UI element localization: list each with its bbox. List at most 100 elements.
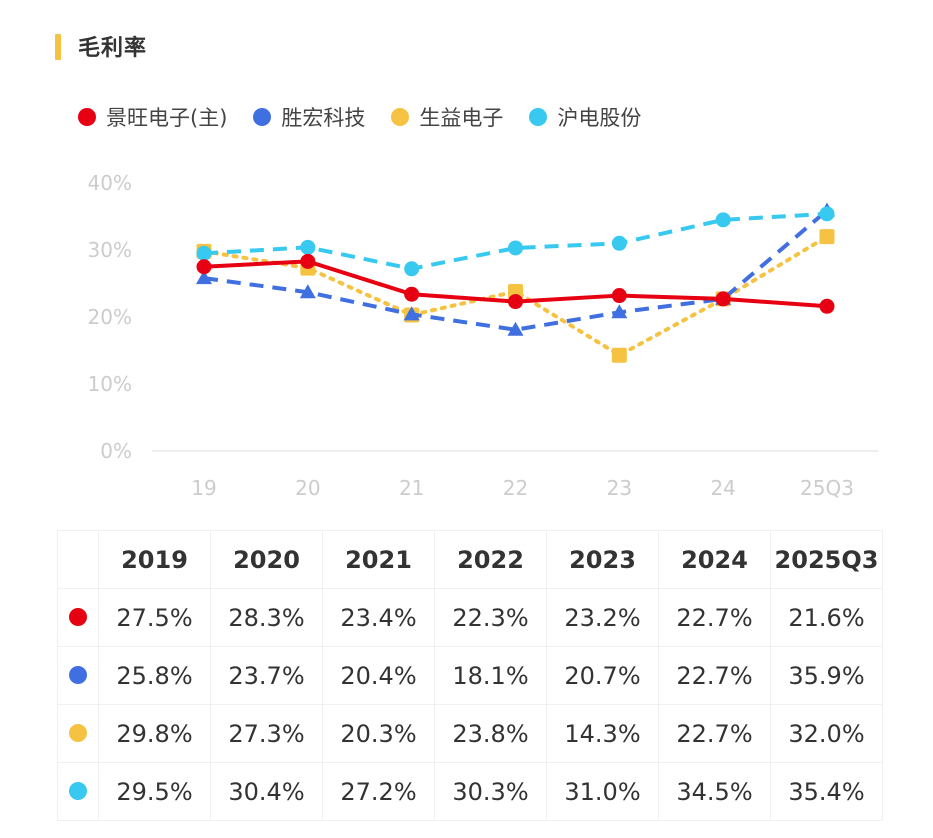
data-point: [300, 254, 315, 269]
table-cell: 31.0%: [547, 763, 659, 821]
data-point: [508, 240, 523, 255]
legend-item-hudian[interactable]: 沪电股份: [529, 102, 641, 132]
table-cell: 20.4%: [323, 647, 435, 705]
legend-item-shenghong[interactable]: 胜宏科技: [253, 102, 365, 132]
legend-label: 沪电股份: [557, 102, 641, 132]
data-point: [716, 212, 731, 227]
legend-label: 生益电子: [419, 102, 503, 132]
y-axis-ticks: 0% 10% 20% 30% 40%: [88, 171, 132, 463]
table-row: 27.5%28.3%23.4%22.3%23.2%22.7%21.6%: [58, 589, 883, 647]
table-row: 29.5%30.4%27.2%30.3%31.0%34.5%35.4%: [58, 763, 883, 821]
table-cell: 22.7%: [659, 647, 771, 705]
series-dot-icon: [69, 666, 87, 684]
data-point: [612, 288, 627, 303]
table-cell: 27.2%: [323, 763, 435, 821]
series-dot-icon: [69, 724, 87, 742]
data-point: [820, 299, 835, 314]
data-point: [404, 287, 419, 302]
table-header-cell: 2022: [435, 531, 547, 589]
table-cell: 30.3%: [435, 763, 547, 821]
table-header-cell: 2023: [547, 531, 659, 589]
table-cell: 34.5%: [659, 763, 771, 821]
series-line: [204, 210, 827, 329]
table-cell: 32.0%: [771, 705, 883, 763]
x-tick-label: 21: [399, 476, 424, 500]
table-cell: 23.2%: [547, 589, 659, 647]
row-marker-cell: [58, 763, 99, 821]
table-cell: 22.7%: [659, 589, 771, 647]
y-tick-label: 20%: [88, 305, 132, 329]
table-cell: 25.8%: [99, 647, 211, 705]
x-axis-ticks: 19 20 21 22 23 24 25Q3: [191, 476, 854, 500]
series-1: [197, 254, 835, 314]
row-marker-cell: [58, 647, 99, 705]
x-tick-label: 25Q3: [800, 476, 854, 500]
row-marker-cell: [58, 589, 99, 647]
data-point: [300, 240, 315, 255]
x-tick-label: 24: [710, 476, 735, 500]
data-point: [612, 236, 627, 251]
table-cell: 29.8%: [99, 705, 211, 763]
x-tick-label: 19: [191, 476, 216, 500]
y-tick-label: 10%: [88, 372, 132, 396]
table-header-cell: 2021: [323, 531, 435, 589]
table-cell: 20.3%: [323, 705, 435, 763]
table-cell: 22.3%: [435, 589, 547, 647]
table-corner-cell: [58, 531, 99, 589]
x-tick-label: 23: [607, 476, 632, 500]
table-cell: 29.5%: [99, 763, 211, 821]
title-accent-bar: [55, 34, 61, 60]
legend-item-jingwang[interactable]: 景旺电子(主): [78, 102, 227, 132]
data-point: [197, 259, 212, 274]
table-row: 25.8%23.7%20.4%18.1%20.7%22.7%35.9%: [58, 647, 883, 705]
table-header-cell: 2019: [99, 531, 211, 589]
series-dot-icon: [69, 782, 87, 800]
table-cell: 23.7%: [211, 647, 323, 705]
series-dot-icon: [69, 608, 87, 626]
series-group: [196, 202, 835, 362]
y-tick-label: 30%: [88, 238, 132, 262]
table-cell: 27.5%: [99, 589, 211, 647]
data-point: [716, 291, 731, 306]
data-point: [197, 246, 212, 261]
table-cell: 21.6%: [771, 589, 883, 647]
table-header-cell: 2024: [659, 531, 771, 589]
chart-legend: 景旺电子(主) 胜宏科技 生益电子 沪电股份: [78, 102, 667, 132]
x-tick-label: 20: [295, 476, 320, 500]
table-cell: 27.3%: [211, 705, 323, 763]
y-tick-label: 40%: [88, 171, 132, 195]
table-cell: 35.9%: [771, 647, 883, 705]
table-cell: 35.4%: [771, 763, 883, 821]
table-cell: 23.4%: [323, 589, 435, 647]
data-table: 2019 2020 2021 2022 2023 2024 2025Q3 27.…: [57, 530, 883, 821]
legend-marker-icon: [529, 108, 547, 126]
data-point: [508, 294, 523, 309]
table-cell: 22.7%: [659, 705, 771, 763]
data-point: [820, 206, 835, 221]
table-header-cell: 2025Q3: [771, 531, 883, 589]
legend-label: 景旺电子(主): [106, 102, 227, 132]
table-cell: 28.3%: [211, 589, 323, 647]
table-cell: 18.1%: [435, 647, 547, 705]
table-header-row: 2019 2020 2021 2022 2023 2024 2025Q3: [58, 531, 883, 589]
y-tick-label: 0%: [100, 439, 132, 463]
series-2: [196, 202, 835, 335]
table-row: 29.8%27.3%20.3%23.8%14.3%22.7%32.0%: [58, 705, 883, 763]
x-tick-label: 22: [503, 476, 528, 500]
table-cell: 20.7%: [547, 647, 659, 705]
legend-marker-icon: [391, 108, 409, 126]
legend-marker-icon: [78, 108, 96, 126]
table-cell: 14.3%: [547, 705, 659, 763]
legend-item-shengyi[interactable]: 生益电子: [391, 102, 503, 132]
data-point: [612, 348, 627, 363]
table-cell: 23.8%: [435, 705, 547, 763]
legend-marker-icon: [253, 108, 271, 126]
data-point: [820, 229, 835, 244]
row-marker-cell: [58, 705, 99, 763]
table-cell: 30.4%: [211, 763, 323, 821]
table-header-cell: 2020: [211, 531, 323, 589]
chart-title: 毛利率: [78, 30, 147, 62]
data-point: [404, 261, 419, 276]
legend-label: 胜宏科技: [281, 102, 365, 132]
line-chart: 0% 10% 20% 30% 40% 19 20 21 22 23 24 25Q3: [0, 160, 933, 520]
